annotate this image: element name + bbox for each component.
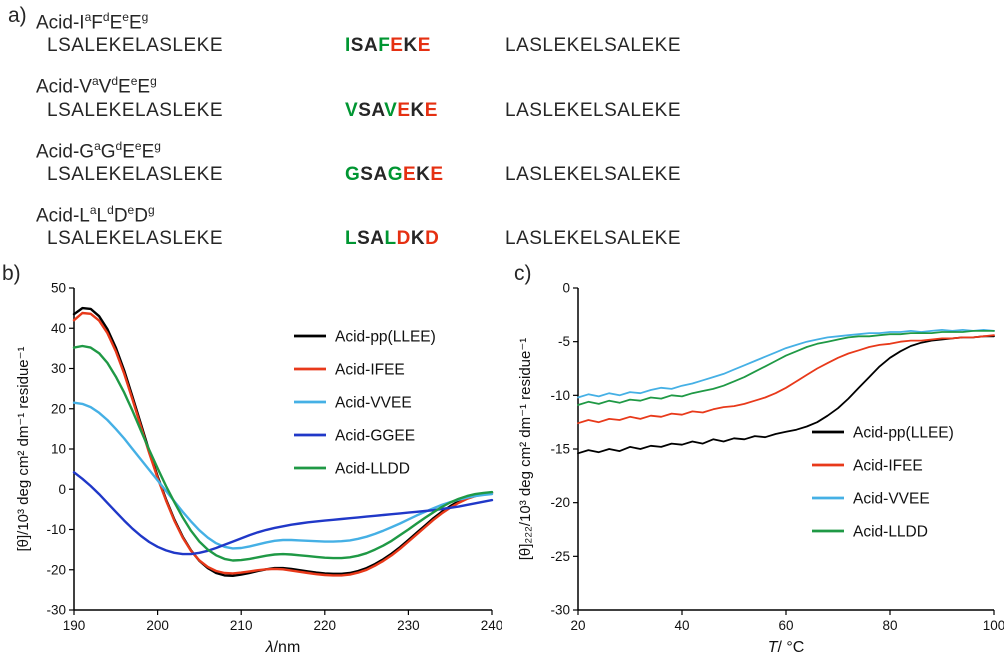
- x-axis-label: λ/nm: [265, 639, 301, 656]
- sequence-right: LASLEKELSALEKE: [505, 163, 681, 185]
- y-tick-label: 50: [51, 281, 66, 296]
- sequence-left: LSALEKELASLEKE: [47, 228, 223, 250]
- peptide-sequence-row: LSALEKELASLEKE ISAFEKE LASLEKELSALEKE: [47, 34, 681, 57]
- sequence-middle: ISAFEKE: [345, 35, 431, 57]
- y-tick-label: -30: [46, 603, 66, 618]
- peptide-name: Acid-IaFdEeEg: [36, 10, 149, 34]
- peptide-entry: Acid-VaVdEeEg LSALEKELASLEKE VSAVEKE LASLEK…: [36, 70, 681, 121]
- x-tick-label: 200: [146, 618, 169, 633]
- y-tick-label: 20: [51, 401, 66, 416]
- cd-spectra-panel: 190 200 210 220 230 240 -30 -20 -10 0 10 20 30 40 50 λ/…: [14, 274, 503, 667]
- x-axis-label: T/ °C: [768, 639, 805, 656]
- sequence-left: LSALEKELASLEKE: [47, 99, 223, 121]
- thermal-melt-chart: 20 40 60 80 100 0 -5 -10 -15 -20 -25 -30 T/ °C [θ]₂₂₂…: [517, 281, 1005, 657]
- peptide-name: Acid-VaVdEeEg: [36, 74, 157, 98]
- sequence-right: LASLEKELSALEKE: [505, 35, 681, 57]
- thermal-melt-panel: 20 40 60 80 100 0 -5 -10 -15 -20 -25 -30 T/ °C [θ]₂₂₂…: [516, 274, 1005, 667]
- peptide-entry: Acid-LaLdDeDg LSALEKELASLEKE LSALDKD LASLEK…: [36, 199, 681, 250]
- sequence-right: LASLEKELSALEKE: [505, 99, 681, 121]
- series-line-Acid-GGEE: [72, 471, 494, 556]
- peptide-sequence-row: LSALEKELASLEKE GSAGEKE LASLEKELSALEKE: [47, 163, 681, 186]
- legend-label-Acid-pp(LLEE): Acid-pp(LLEE): [853, 425, 954, 442]
- y-tick-label: -25: [550, 549, 570, 564]
- sequence-middle: VSAVEKE: [345, 99, 438, 121]
- y-tick-label: -10: [46, 522, 66, 537]
- legend-label-Acid-pp(LLEE): Acid-pp(LLEE): [335, 329, 436, 346]
- x-tick-label: 100: [983, 618, 1004, 633]
- y-tick-label: -10: [550, 388, 570, 403]
- series-line-Acid-pp(LLEE): [577, 335, 995, 455]
- legend-label-Acid-IFEE: Acid-IFEE: [335, 362, 405, 379]
- y-tick-label: -15: [550, 442, 570, 457]
- sequence-middle: LSALDKD: [345, 228, 440, 250]
- series-line-Acid-LLDD: [577, 330, 995, 406]
- peptide-entry: Acid-GaGdEeEg LSALEKELASLEKE GSAGEKE LASLEK…: [36, 135, 681, 186]
- y-tick-label: 30: [51, 361, 66, 376]
- legend-label-Acid-LLDD: Acid-LLDD: [335, 461, 410, 478]
- series-line-Acid-IFEE: [577, 334, 995, 425]
- sequence-right: LASLEKELSALEKE: [505, 228, 681, 250]
- x-tick-label: 220: [314, 618, 337, 633]
- panel-b-label: b): [2, 262, 21, 285]
- x-tick-label: 210: [230, 618, 253, 633]
- x-tick-label: 20: [570, 618, 585, 633]
- y-tick-label: 10: [51, 442, 66, 457]
- peptide-name: Acid-LaLdDeDg: [36, 202, 155, 227]
- sequence-left: LSALEKELASLEKE: [47, 35, 223, 57]
- x-tick-label: 80: [882, 618, 897, 633]
- x-tick-label: 230: [397, 618, 420, 633]
- legend-label-Acid-LLDD: Acid-LLDD: [853, 524, 928, 541]
- panel-a-label: a): [8, 4, 27, 27]
- peptide-sequence-row: LSALEKELASLEKE LSALDKD LASLEKELSALEKE: [47, 227, 681, 250]
- sequence-list: Acid-IaFdEeEg LSALEKELASLEKE ISAFEKE LASLEK…: [36, 6, 681, 250]
- x-tick-label: 60: [778, 618, 793, 633]
- legend-label-Acid-VVEE: Acid-VVEE: [335, 395, 412, 412]
- y-tick-label: -20: [46, 562, 66, 577]
- y-tick-label: -20: [550, 495, 570, 510]
- series-line-Acid-pp(LLEE): [72, 306, 494, 577]
- legend-label-Acid-IFEE: Acid-IFEE: [853, 458, 923, 475]
- y-tick-label: 40: [51, 321, 66, 336]
- x-tick-label: 240: [481, 618, 502, 633]
- cd-spectra-chart: 190 200 210 220 230 240 -30 -20 -10 0 10 20 30 40 50 λ/…: [15, 281, 503, 657]
- series-line-Acid-VVEE: [577, 329, 995, 399]
- sequence-left: LSALEKELASLEKE: [47, 163, 223, 185]
- y-tick-label: 0: [562, 281, 570, 296]
- y-axis-label: [θ]₂₂₂/10³ deg cm² dm⁻¹ residue⁻¹: [517, 338, 534, 561]
- y-axis-label: [θ]/10³ deg cm² dm⁻¹ residue⁻¹: [15, 346, 32, 551]
- legend-label-Acid-VVEE: Acid-VVEE: [853, 491, 930, 508]
- panel-a-sequences: Acid-IaFdEeEg LSALEKELASLEKE ISAFEKE LASLEK…: [36, 6, 681, 263]
- series-line-Acid-IFEE: [72, 311, 494, 577]
- x-tick-label: 190: [63, 618, 86, 633]
- peptide-sequence-row: LSALEKELASLEKE VSAVEKE LASLEKELSALEKE: [47, 99, 681, 122]
- legend-label-Acid-GGEE: Acid-GGEE: [335, 428, 415, 445]
- y-tick-label: -5: [558, 334, 570, 349]
- series-line-Acid-VVEE: [72, 401, 494, 550]
- peptide-name: Acid-GaGdEeEg: [36, 138, 161, 162]
- panel-c-label: c): [514, 262, 532, 285]
- series-line-Acid-LLDD: [72, 344, 494, 562]
- peptide-entry: Acid-IaFdEeEg LSALEKELASLEKE ISAFEKE LASLEK…: [36, 6, 681, 57]
- y-tick-label: -30: [550, 603, 570, 618]
- x-tick-label: 40: [674, 618, 689, 633]
- y-tick-label: 0: [58, 482, 66, 497]
- sequence-middle: GSAGEKE: [345, 163, 444, 185]
